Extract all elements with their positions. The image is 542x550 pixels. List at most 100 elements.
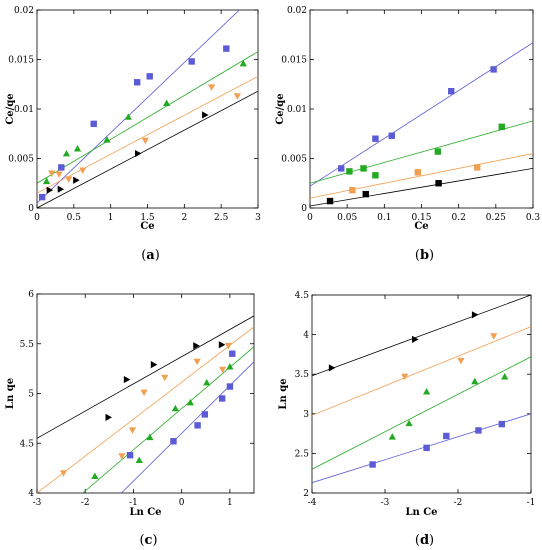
data-point-series-2 xyxy=(360,165,367,172)
y-axis-label: Ln qe xyxy=(5,378,16,409)
x-tick-label: 3 xyxy=(255,213,261,223)
y-axis-label: Ce/qe xyxy=(5,93,16,124)
data-point-series-2 xyxy=(434,148,442,155)
data-point-series-1 xyxy=(133,79,141,86)
fit-line-series-2 xyxy=(312,356,531,470)
y-tick-label: 0.01 xyxy=(287,105,307,115)
caption-letter: b xyxy=(420,248,429,263)
data-point-series-1 xyxy=(388,132,395,139)
caption-close-paren: ) xyxy=(155,248,160,263)
data-point-series-1 xyxy=(146,73,153,80)
x-tick-label: -1 xyxy=(527,498,536,508)
data-point-series-1 xyxy=(223,45,230,52)
data-point-series-1 xyxy=(218,395,226,402)
x-tick-label: 0.3 xyxy=(526,213,541,223)
fit-line-series-4 xyxy=(37,315,254,439)
plot-area xyxy=(312,295,531,484)
data-point-series-2 xyxy=(405,419,413,427)
data-point-series-2 xyxy=(203,378,211,386)
x-tick-label: 2 xyxy=(181,213,187,223)
y-tick-label: 3.5 xyxy=(295,370,310,380)
data-point-series-3 xyxy=(457,357,465,365)
fit-line-series-2 xyxy=(82,346,254,493)
data-point-series-3 xyxy=(141,137,149,145)
panel-caption: (b) xyxy=(415,248,434,263)
data-point-series-2 xyxy=(226,363,234,370)
data-point-series-4 xyxy=(46,186,54,194)
y-tick-label: 0.015 xyxy=(281,56,307,66)
data-point-series-3 xyxy=(161,374,169,382)
y-tick-label: 0.01 xyxy=(14,105,34,115)
data-point-series-1 xyxy=(372,135,379,142)
data-point-series-2 xyxy=(346,168,353,175)
data-point-series-1 xyxy=(188,58,195,65)
y-axis-label: Ln qe xyxy=(278,378,289,409)
data-point-series-4 xyxy=(150,361,158,369)
data-point-series-3 xyxy=(140,389,148,397)
data-point-series-2 xyxy=(62,149,71,157)
data-point-series-2 xyxy=(135,456,143,464)
data-point-series-1 xyxy=(369,461,376,468)
data-point-series-4 xyxy=(435,180,442,187)
y-tick-label: 4.5 xyxy=(20,439,35,449)
data-point-series-1 xyxy=(226,383,234,390)
panel-a: 0 0.5 1 1.5 2 2.5 3 0 0.005 0.01 0.015 0.02 Ce Ce/qe (… xyxy=(5,6,261,263)
fit-line-series-3 xyxy=(310,153,533,199)
caption-close-paren: ) xyxy=(429,248,434,263)
y-tick-label: 5.5 xyxy=(20,340,35,350)
data-point-series-1 xyxy=(38,193,46,201)
data-point-series-4 xyxy=(57,185,65,193)
data-point-series-1 xyxy=(338,165,345,172)
x-axis-label: Ce xyxy=(414,221,428,232)
plot-area xyxy=(310,42,533,207)
data-point-series-1 xyxy=(443,432,450,440)
caption-open-paren: ( xyxy=(415,248,420,263)
y-tick-label: 0.005 xyxy=(281,155,307,165)
data-point-series-3 xyxy=(224,342,233,350)
data-point-series-2 xyxy=(372,172,379,179)
x-tick-label: -2 xyxy=(81,498,90,508)
data-point-series-4 xyxy=(328,364,336,372)
data-point-series-2 xyxy=(163,99,171,106)
data-point-series-2 xyxy=(388,433,396,440)
panel-caption: (a) xyxy=(141,248,160,263)
fit-line-series-3 xyxy=(37,75,258,194)
x-tick-label: 0.05 xyxy=(337,213,357,223)
caption-letter: c xyxy=(145,533,153,548)
data-point-series-2 xyxy=(42,177,51,185)
x-tick-label: -1 xyxy=(129,498,138,508)
data-point-series-2 xyxy=(91,472,99,479)
x-tick-label: 2.5 xyxy=(214,213,229,223)
data-point-series-3 xyxy=(219,366,227,374)
data-point-series-1 xyxy=(126,451,134,459)
x-axis-label: Ce xyxy=(140,221,154,232)
x-tick-label: 0.25 xyxy=(486,213,506,223)
data-point-series-2 xyxy=(498,123,505,131)
y-tick-label: 0.005 xyxy=(8,155,34,165)
data-point-series-3 xyxy=(490,333,498,340)
y-tick-label: 0 xyxy=(28,204,34,214)
data-point-series-4 xyxy=(193,342,200,350)
y-tick-label: 3 xyxy=(303,410,309,420)
x-tick-label: -4 xyxy=(308,498,317,508)
data-point-series-2 xyxy=(471,377,479,385)
data-point-series-3 xyxy=(207,84,216,91)
x-axis-label: Ln Ce xyxy=(405,507,437,518)
y-tick-label: 4 xyxy=(28,489,34,499)
data-point-series-1 xyxy=(423,444,430,452)
caption-open-paren: ( xyxy=(141,248,146,263)
plot-frame xyxy=(309,9,534,209)
data-point-series-3 xyxy=(401,373,409,381)
x-tick-label: 0.5 xyxy=(67,213,82,223)
data-point-series-1 xyxy=(448,87,455,95)
fit-line-series-3 xyxy=(312,326,531,416)
fit-line-series-4 xyxy=(312,295,531,377)
plot-area xyxy=(37,10,258,208)
data-point-series-2 xyxy=(239,59,247,67)
data-point-series-4 xyxy=(202,111,209,119)
data-point-series-1 xyxy=(58,164,65,171)
data-point-series-4 xyxy=(218,341,226,349)
fit-line-series-2 xyxy=(37,51,258,184)
data-point-series-4 xyxy=(105,413,112,421)
data-point-series-3 xyxy=(474,164,481,171)
